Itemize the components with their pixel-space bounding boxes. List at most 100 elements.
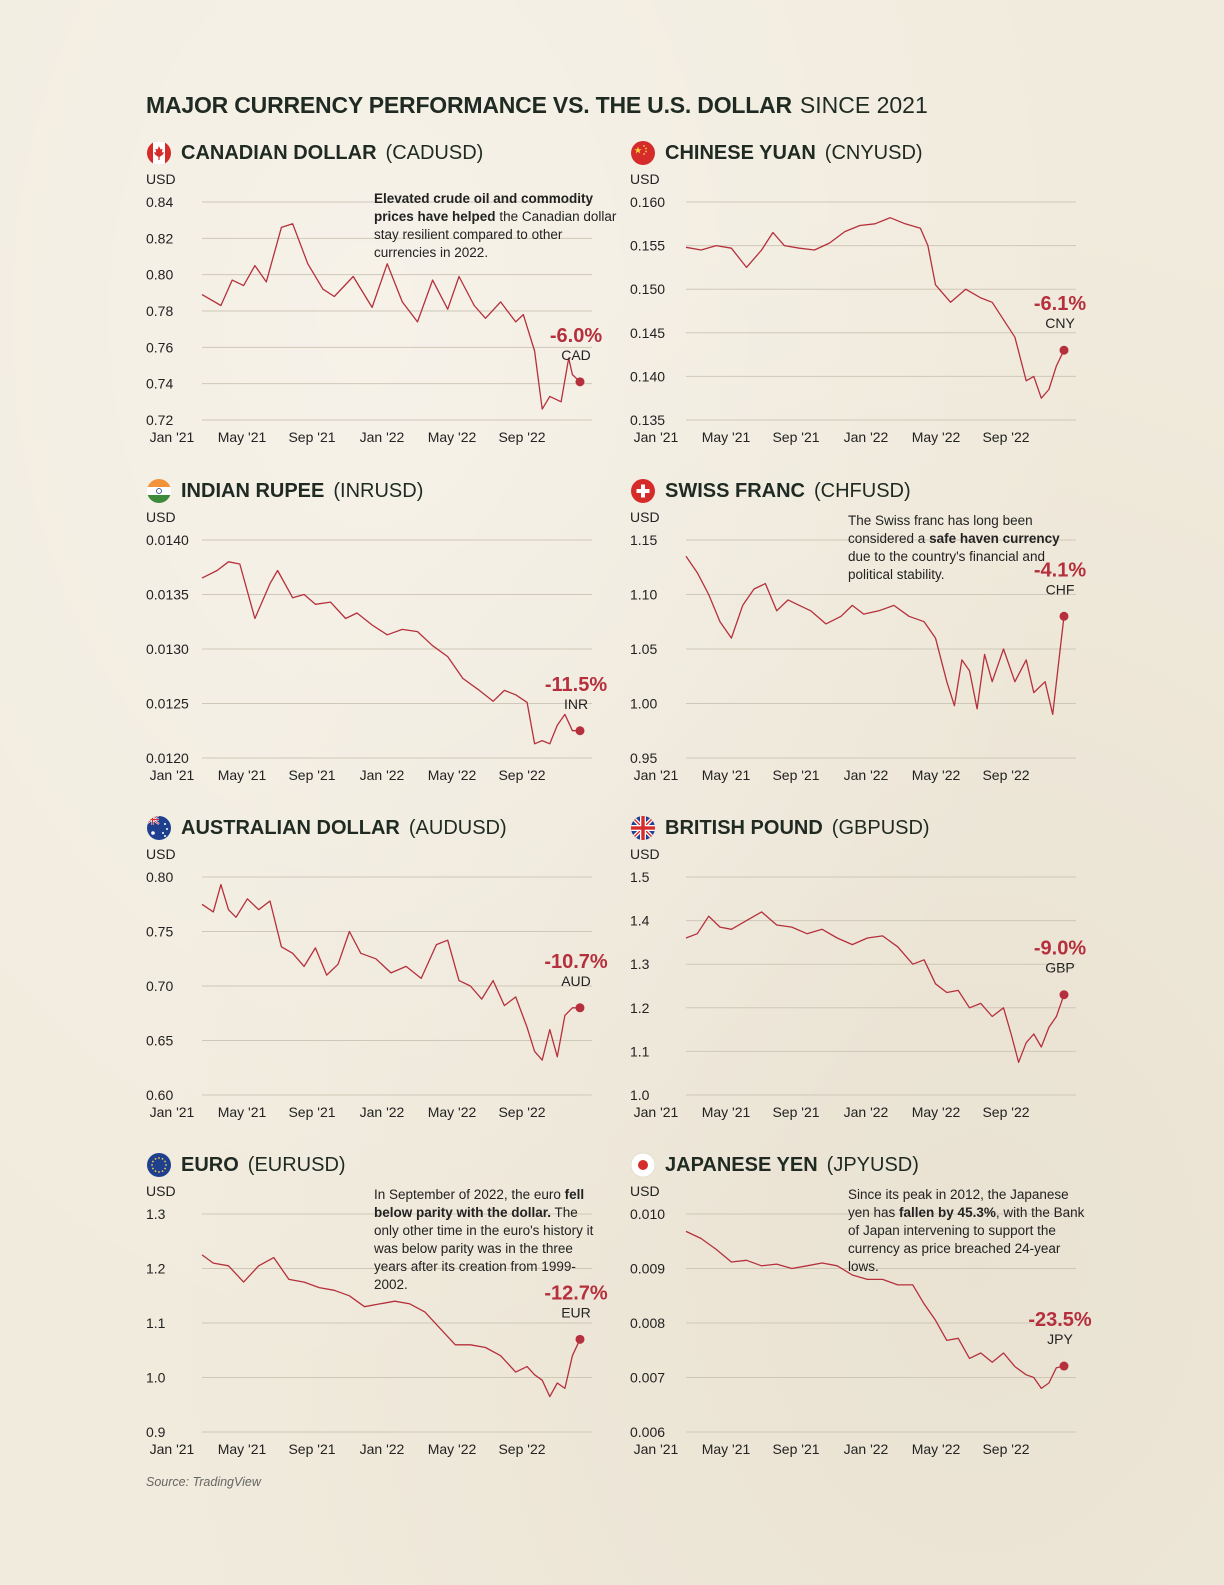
x-tick-label: May '21: [218, 1441, 267, 1457]
x-tick-label: Jan '21: [634, 429, 679, 445]
x-tick-label: Jan '22: [360, 1104, 405, 1120]
currency-name: SWISS FRANC: [665, 479, 805, 502]
currency-ticker: (CADUSD): [385, 141, 484, 164]
x-tick-label: Jan '22: [844, 767, 889, 783]
x-tick-label: May '21: [218, 429, 267, 445]
chart-panel-chf: SWISS FRANC (CHFUSD) USD 1.15 1.10 1.05 1.00…: [630, 478, 1150, 788]
x-tick-label: May '21: [702, 429, 751, 445]
annotation-note: The Swiss franc has long been considered…: [848, 513, 1060, 582]
currency-name: CHINESE YUAN: [665, 141, 816, 164]
change-percent-label: -12.7%: [544, 1282, 608, 1304]
currency-code-label: CNY: [1045, 315, 1075, 331]
uk-flag-icon: [631, 816, 655, 840]
x-tick-label: May '22: [428, 767, 477, 783]
x-tick-label: May '22: [912, 429, 961, 445]
chart-panel-eur: EURO (EURUSD) USD 1.3 1.2 1.1 1.0 0.9 Jan '21 M…: [146, 1152, 666, 1462]
panel-heading: BRITISH POUND (GBPUSD): [630, 815, 930, 841]
y-axis-label: USD: [146, 509, 176, 525]
y-axis-label: USD: [146, 846, 176, 862]
chart-panel-aud: AUSTRALIAN DOLLAR (AUDUSD) USD 0.80 0.75 0.…: [146, 815, 666, 1125]
chart-panel-cny: CHINESE YUAN (CNYUSD) USD 0.160 0.155 0.150…: [630, 140, 1150, 450]
currency-name: AUSTRALIAN DOLLAR: [181, 816, 400, 839]
x-tick-label: May '22: [428, 429, 477, 445]
x-tick-label: Sep '21: [772, 1441, 819, 1457]
x-tick-label: Sep '22: [498, 1104, 545, 1120]
y-axis-label: USD: [630, 171, 660, 187]
y-tick-label: 0.140: [630, 368, 665, 384]
end-point-marker: [1059, 345, 1069, 355]
currency-code-label: INR: [564, 696, 588, 712]
series-line: [201, 1254, 581, 1398]
chart-panel-jpy: JAPANESE YEN (JPYUSD) USD 0.010 0.009 0.008…: [630, 1152, 1150, 1462]
x-tick-label: Sep '22: [982, 767, 1029, 783]
y-tick-label: 1.2: [146, 1261, 166, 1277]
y-tick-label: 1.00: [630, 696, 657, 712]
x-tick-label: May '21: [702, 1441, 751, 1457]
y-tick-label: 1.3: [146, 1206, 166, 1222]
japan-flag-icon: [630, 1152, 656, 1178]
change-percent-label: -6.0%: [550, 325, 602, 347]
end-point-marker: [575, 726, 585, 736]
y-tick-label: 0.010: [630, 1206, 665, 1222]
x-tick-label: Jan '22: [844, 1441, 889, 1457]
y-tick-label: 1.1: [630, 1043, 650, 1059]
y-tick-label: 0.84: [146, 194, 173, 210]
panel-heading: CHINESE YUAN (CNYUSD): [630, 140, 923, 166]
currency-ticker: (AUDUSD): [408, 816, 507, 839]
x-tick-label: Sep '22: [498, 1441, 545, 1457]
y-tick-label: 0.0140: [146, 532, 189, 548]
x-tick-label: Jan '22: [360, 1441, 405, 1457]
y-axis-label: USD: [146, 1183, 176, 1199]
chart-panel-gbp: BRITISH POUND (GBPUSD) USD 1.5 1.4 1.3 1.2 1.…: [630, 815, 1150, 1125]
australia-flag-icon: [147, 816, 171, 840]
y-tick-label: 1.15: [630, 532, 657, 548]
change-percent-label: -6.1%: [1034, 293, 1086, 315]
y-axis-label: USD: [146, 171, 176, 187]
y-tick-label: 0.72: [146, 412, 173, 428]
panel-heading: AUSTRALIAN DOLLAR (AUDUSD): [146, 815, 507, 841]
x-tick-label: May '21: [702, 1104, 751, 1120]
x-tick-label: Jan '22: [360, 429, 405, 445]
x-tick-label: Jan '22: [360, 767, 405, 783]
page-title-light: SINCE 2021: [799, 92, 928, 118]
currency-name: JAPANESE YEN: [665, 1153, 818, 1176]
series-line: [685, 911, 1065, 1063]
y-tick-label: 0.60: [146, 1087, 173, 1103]
eu-flag-icon: [147, 1153, 171, 1177]
switzerland-flag-icon: [631, 479, 655, 503]
chart-panel-cad: CANADIAN DOLLAR (CADUSD) USD 0.84 0.82 0.80…: [146, 140, 666, 450]
x-tick-label: Sep '21: [288, 429, 335, 445]
y-axis-label: USD: [630, 509, 660, 525]
y-tick-label: 0.82: [146, 230, 173, 246]
china-flag-icon: [631, 141, 655, 165]
x-tick-label: Sep '21: [772, 1104, 819, 1120]
change-percent-label: -23.5%: [1028, 1309, 1092, 1331]
y-tick-label: 1.2: [630, 1000, 650, 1016]
y-tick-label: 1.0: [146, 1370, 166, 1386]
change-percent-label: -11.5%: [545, 674, 607, 696]
currency-name: BRITISH POUND: [665, 816, 823, 839]
change-percent-label: -4.1%: [1034, 559, 1086, 581]
y-tick-label: 1.0: [630, 1087, 650, 1103]
series-line: [201, 561, 580, 745]
x-tick-label: Jan '21: [150, 767, 195, 783]
currency-ticker: (CHFUSD): [814, 479, 911, 502]
y-tick-label: 0.9: [146, 1424, 166, 1440]
y-axis-label: USD: [630, 1183, 660, 1199]
panel-heading: CANADIAN DOLLAR (CADUSD): [146, 140, 483, 166]
y-tick-label: 0.70: [146, 978, 173, 994]
x-tick-label: May '22: [428, 1441, 477, 1457]
end-point-marker: [575, 1334, 585, 1344]
y-tick-label: 1.3: [630, 956, 650, 972]
series-line: [201, 223, 581, 410]
end-point-marker: [1059, 611, 1069, 621]
series-line: [201, 883, 580, 1061]
currency-ticker: (CNYUSD): [824, 141, 923, 164]
currency-ticker: (JPYUSD): [826, 1153, 919, 1176]
x-tick-label: May '21: [702, 767, 751, 783]
